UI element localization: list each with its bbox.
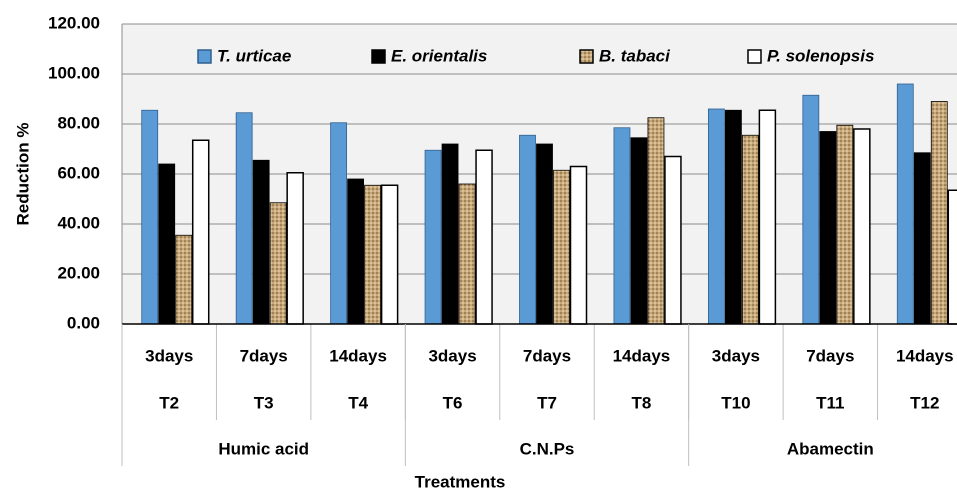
bar	[536, 143, 553, 325]
x-tick-label: 7days	[806, 346, 854, 365]
bar	[613, 127, 631, 325]
bar	[235, 112, 253, 325]
legend-swatch	[197, 49, 212, 64]
bar	[191, 139, 210, 325]
x-tick-label: 7days	[240, 346, 288, 365]
x-code-label: T7	[537, 393, 557, 412]
bar	[569, 165, 588, 325]
bar	[836, 124, 854, 325]
legend-label: T. urticae	[217, 46, 291, 65]
bar	[175, 234, 193, 325]
group-label: Abamectin	[787, 439, 874, 458]
x-tick-label: 14days	[613, 346, 671, 365]
group-label: Humic acid	[218, 439, 309, 458]
legend-swatch	[579, 49, 594, 64]
bar	[553, 169, 570, 325]
bar	[141, 109, 159, 325]
y-tick-label: 40.00	[57, 213, 100, 232]
bar	[286, 172, 304, 325]
bar	[424, 149, 442, 325]
legend-swatch	[747, 49, 762, 64]
bar	[252, 159, 270, 325]
x-tick-label: 3days	[145, 346, 193, 365]
bar	[458, 183, 476, 325]
bar	[758, 109, 777, 325]
x-code-label: T3	[254, 393, 274, 412]
bar	[896, 83, 914, 325]
bar	[802, 94, 820, 325]
bar	[913, 152, 931, 325]
x-code-label: T8	[632, 393, 652, 412]
y-axis-title: Reduction %	[13, 123, 32, 226]
bar	[819, 131, 837, 325]
bar	[380, 184, 399, 325]
x-code-label: T11	[816, 393, 844, 412]
bar	[707, 108, 725, 325]
bar	[853, 128, 871, 325]
bar	[269, 202, 287, 325]
y-tick-label: 120.00	[48, 13, 100, 32]
x-code-label: T4	[348, 393, 368, 412]
legend-label: B. tabaci	[599, 46, 671, 65]
x-tick-label: 7days	[523, 346, 571, 365]
bar	[630, 137, 648, 325]
x-tick-label: 14days	[329, 346, 387, 365]
bar	[330, 122, 348, 325]
bar	[475, 149, 493, 325]
x-tick-label: 3days	[428, 346, 476, 365]
bar	[724, 109, 742, 325]
x-tick-label: 3days	[712, 346, 760, 365]
y-tick-label: 20.00	[57, 263, 100, 282]
y-tick-label: 0.00	[67, 313, 100, 332]
bar	[647, 117, 665, 325]
group-label: C.N.Ps	[520, 439, 575, 458]
bar	[364, 184, 382, 325]
y-tick-label: 100.00	[48, 63, 100, 82]
x-code-label: T12	[910, 393, 939, 412]
bar	[664, 155, 682, 325]
bar	[441, 143, 459, 325]
x-code-label: T2	[159, 393, 179, 412]
legend-swatch	[371, 49, 386, 64]
x-code-label: T6	[443, 393, 463, 412]
y-tick-label: 60.00	[57, 163, 100, 182]
x-tick-label: 14days	[896, 346, 954, 365]
legend-label: P. solenopsis	[767, 46, 874, 65]
bar	[347, 178, 365, 325]
bar	[519, 134, 536, 325]
bar	[741, 134, 759, 325]
y-tick-label: 80.00	[57, 113, 100, 132]
x-axis-title: Treatments	[415, 472, 506, 491]
bar	[158, 163, 176, 325]
legend-label: E. orientalis	[391, 46, 487, 65]
bar	[947, 189, 957, 325]
x-code-label: T10	[721, 393, 750, 412]
bar	[930, 101, 948, 325]
